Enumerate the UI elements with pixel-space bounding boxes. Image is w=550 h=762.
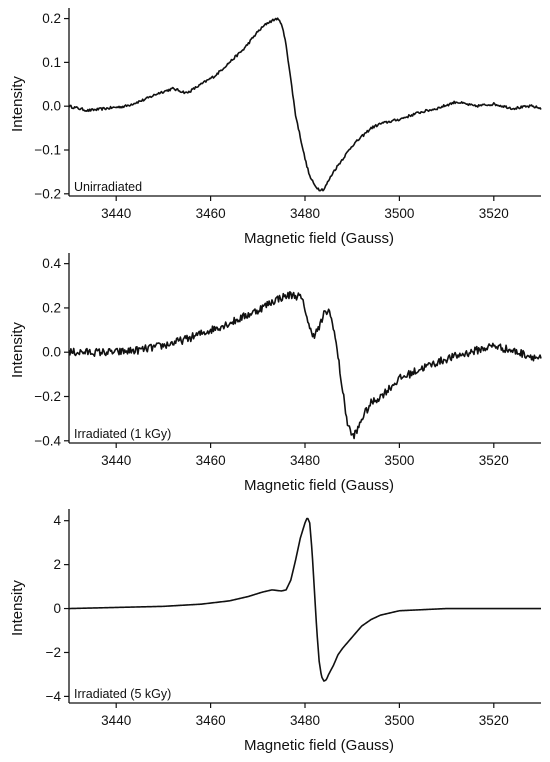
x-tick-label: 3460 — [196, 206, 226, 221]
y-tick-label: 0.0 — [42, 345, 61, 360]
panel-label: Irradiated (5 kGy) — [74, 687, 171, 701]
y-tick-label: −0.2 — [34, 186, 61, 201]
x-tick-label: 3440 — [101, 206, 131, 221]
y-tick-label: −0.4 — [34, 433, 61, 448]
x-tick-label: 3520 — [479, 453, 509, 468]
y-tick-label: −0.2 — [34, 389, 61, 404]
x-tick-label: 3460 — [196, 713, 226, 728]
spectrum-trace — [68, 17, 542, 192]
y-tick-label: 0.1 — [42, 55, 61, 70]
x-axis-title: Magnetic field (Gauss) — [244, 477, 394, 494]
x-tick-label: 3500 — [384, 206, 414, 221]
y-axis-title: Intensity — [9, 322, 26, 378]
x-tick-label: 3520 — [479, 206, 509, 221]
y-tick-label: −4 — [46, 689, 62, 704]
x-tick-label: 3460 — [196, 453, 226, 468]
x-tick-label: 3480 — [290, 206, 320, 221]
panel-label: Unirradiated — [74, 180, 142, 194]
y-tick-label: 0.4 — [42, 256, 61, 271]
x-tick-label: 3480 — [290, 713, 320, 728]
x-tick-label: 3480 — [290, 453, 320, 468]
y-axis-title: Intensity — [9, 76, 26, 132]
x-tick-label: 3440 — [101, 453, 131, 468]
y-tick-label: −0.1 — [34, 143, 61, 158]
panel-label: Irradiated (1 kGy) — [74, 427, 171, 441]
x-tick-label: 3520 — [479, 713, 509, 728]
spectrum-trace — [68, 517, 541, 682]
spectrum-trace — [68, 290, 542, 440]
y-tick-label: 0 — [53, 601, 61, 616]
y-tick-label: 0.0 — [42, 99, 61, 114]
y-tick-label: 0.2 — [42, 11, 61, 26]
x-axis-title: Magnetic field (Gauss) — [244, 230, 394, 247]
x-tick-label: 3440 — [101, 713, 131, 728]
y-axis-title: Intensity — [9, 580, 26, 636]
x-axis-title: Magnetic field (Gauss) — [244, 737, 394, 754]
x-tick-label: 3500 — [384, 713, 414, 728]
y-tick-label: 0.2 — [42, 300, 61, 315]
y-tick-label: −2 — [46, 645, 61, 660]
y-tick-label: 2 — [53, 557, 61, 572]
x-tick-label: 3500 — [384, 453, 414, 468]
y-tick-label: 4 — [53, 513, 61, 528]
